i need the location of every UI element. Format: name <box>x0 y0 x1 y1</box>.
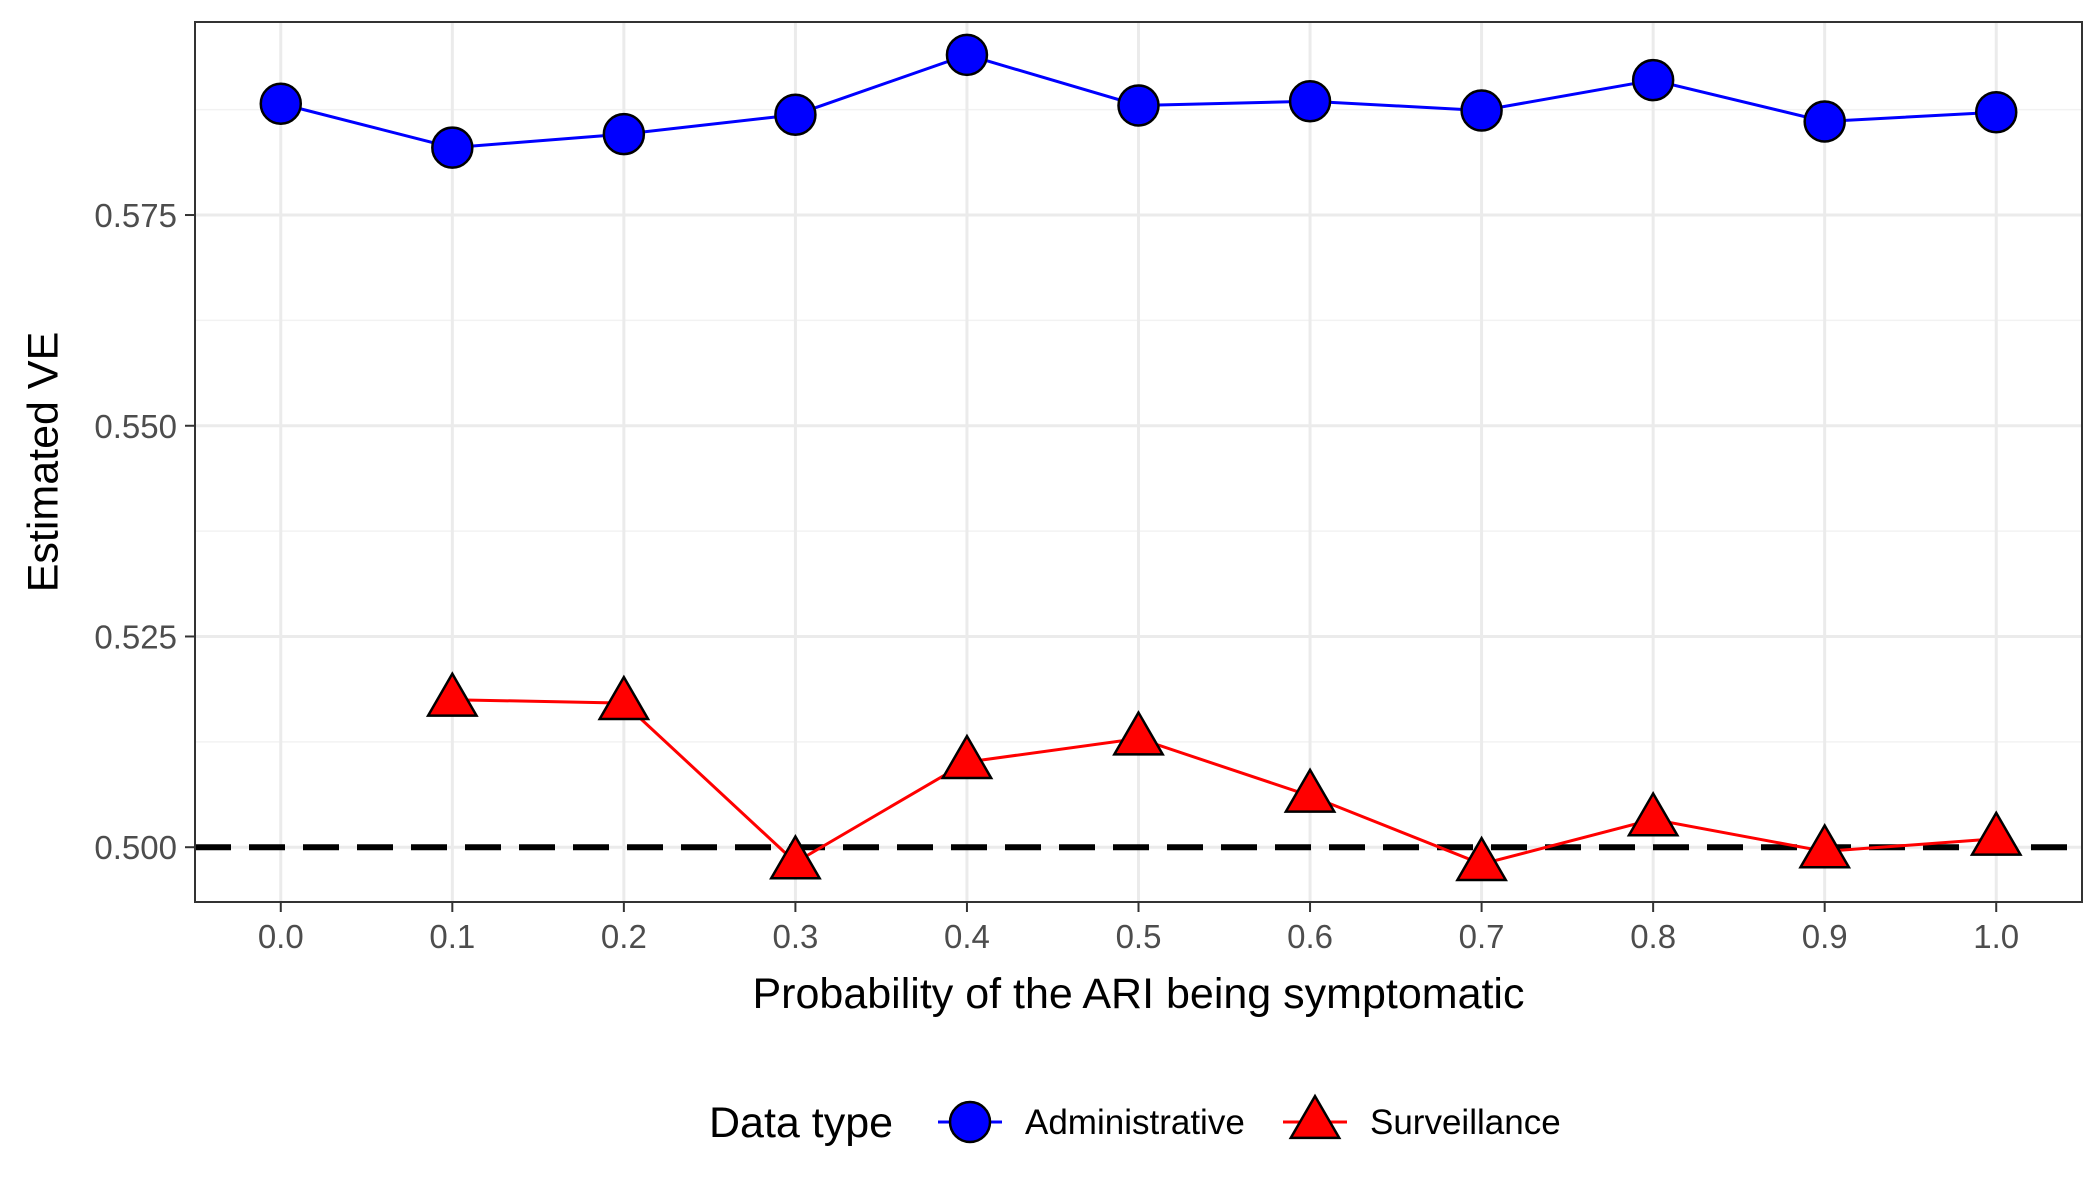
y-tick-label: 0.500 <box>94 829 177 866</box>
data-point-surveillance <box>425 671 479 717</box>
x-tick-label: 0.7 <box>1459 918 1505 955</box>
y-tick-label: 0.525 <box>94 618 177 655</box>
data-point-administrative <box>431 126 474 169</box>
data-point-surveillance <box>1626 790 1680 837</box>
x-axis-title: Probability of the ARI being symptomatic <box>753 970 1525 1018</box>
data-point-surveillance <box>1112 710 1165 756</box>
legend: Data type Administrative Surveillance <box>709 1093 1561 1147</box>
series-administrative <box>259 33 2018 169</box>
data-point-administrative <box>1803 100 1846 143</box>
series-layer <box>259 33 2023 882</box>
data-point-surveillance <box>1798 823 1852 869</box>
legend-title: Data type <box>709 1099 893 1147</box>
x-tick-label: 0.3 <box>772 918 818 955</box>
legend-key-marker <box>948 1100 992 1144</box>
data-point-administrative <box>774 93 817 136</box>
x-tick-label: 0.1 <box>429 918 475 955</box>
data-point-surveillance <box>769 833 822 880</box>
legend-items: Administrative Surveillance <box>938 1093 1561 1144</box>
x-tick-label: 0.6 <box>1287 918 1333 955</box>
x-tick-label: 0.8 <box>1630 918 1676 955</box>
data-point-administrative <box>1288 79 1332 123</box>
x-tick-label: 0.4 <box>944 918 990 955</box>
data-point-surveillance <box>940 733 994 780</box>
data-point-administrative <box>1974 90 2018 134</box>
x-tick-label: 0.5 <box>1116 918 1162 955</box>
legend-key-marker <box>1288 1093 1342 1140</box>
legend-label: Surveillance <box>1370 1103 1561 1142</box>
x-tick-label: 0.2 <box>601 918 647 955</box>
y-tick-label: 0.550 <box>94 408 177 445</box>
data-point-surveillance <box>1455 835 1508 882</box>
data-point-administrative <box>1117 84 1160 127</box>
x-tick-label: 1.0 <box>1973 918 2019 955</box>
series-line-surveillance <box>452 698 1997 866</box>
data-point-surveillance <box>597 674 651 721</box>
y-axis-title: Estimated VE <box>19 332 67 593</box>
data-point-administrative <box>1631 58 1675 102</box>
data-point-administrative <box>602 112 646 156</box>
legend-label: Administrative <box>1025 1103 1245 1142</box>
data-point-administrative <box>1460 89 1503 132</box>
data-point-surveillance <box>1283 767 1337 813</box>
x-tick-label: 0.9 <box>1802 918 1848 955</box>
x-tick-label: 0.0 <box>258 918 304 955</box>
y-tick-label: 0.575 <box>94 197 177 234</box>
series-surveillance <box>425 671 2023 882</box>
data-point-surveillance <box>1969 810 2023 856</box>
data-point-administrative <box>945 33 989 77</box>
data-point-administrative <box>259 82 303 126</box>
ticks: 0.0 0.1 0.2 0.3 0.4 0.5 0.6 0.7 0.8 0.9 1.0 0.500 0.… <box>94 197 2019 955</box>
